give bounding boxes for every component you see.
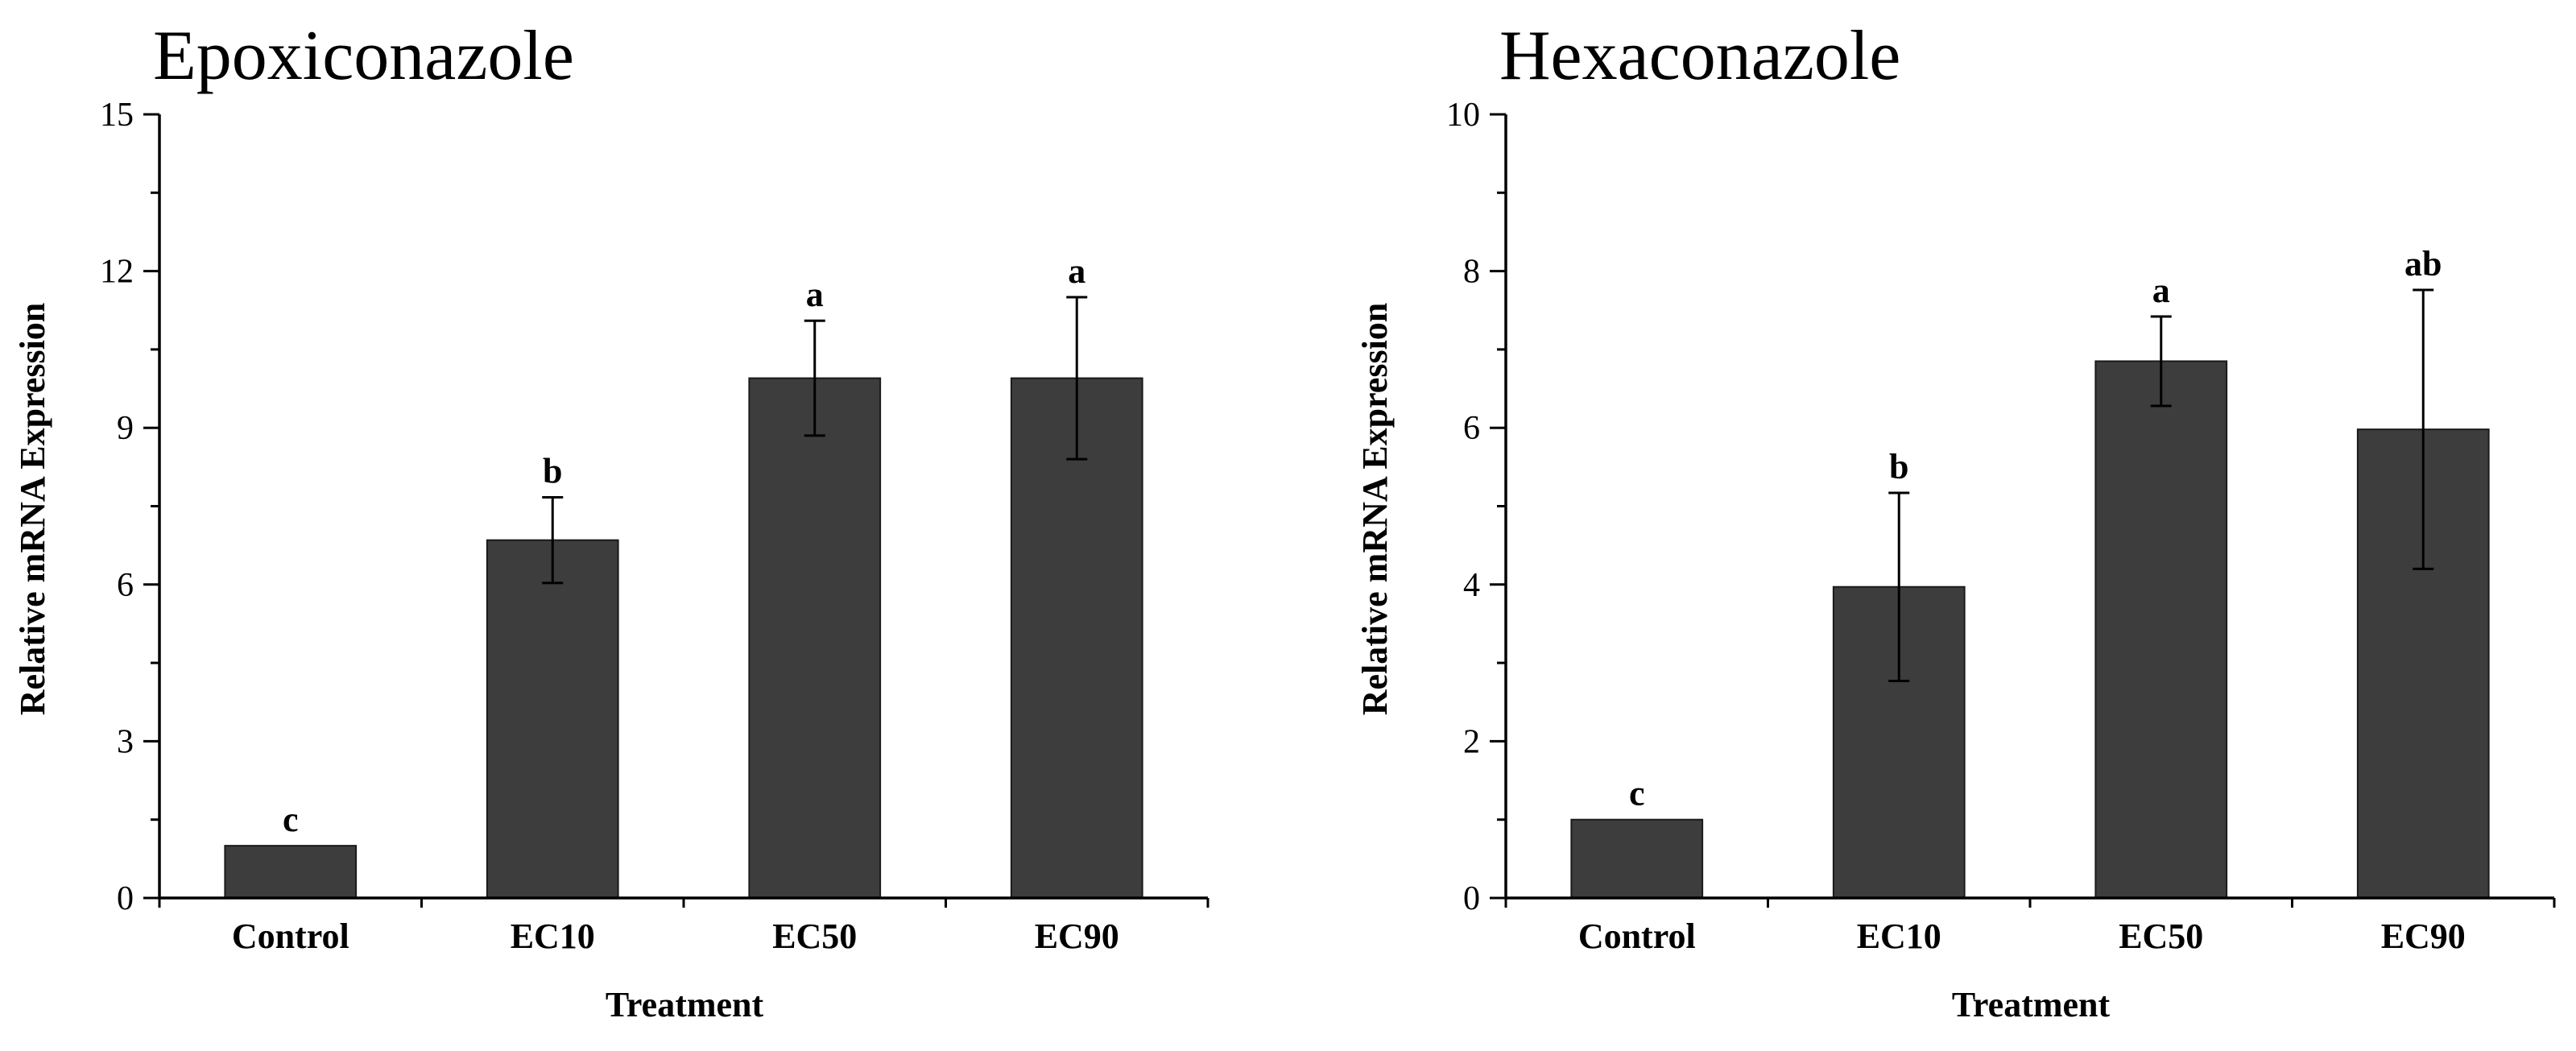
significance-label: c (1629, 774, 1645, 813)
y-tick-label: 9 (117, 410, 134, 447)
bar (224, 845, 358, 899)
x-tick-label: EC90 (1035, 917, 1119, 956)
chart-marks: 0 3 6 9 12 15 c Control b EC10 a EC50 a EC90 (100, 97, 1209, 956)
x-tick-label: EC10 (511, 917, 595, 956)
bar (486, 539, 619, 899)
x-tick-label: Control (232, 917, 349, 956)
chart-title: Epoxiconazole (153, 17, 574, 95)
significance-label: a (1068, 251, 1085, 291)
chart-hexaconazole: Hexaconazole Relative mRNA Expression Tr… (1355, 17, 2556, 1024)
significance-label: c (283, 800, 299, 839)
y-tick-label: 10 (1446, 97, 1480, 134)
bar (748, 377, 882, 899)
chart-marks: 0 2 4 6 8 10 c Control b EC10 a EC50 ab EC90 (1446, 97, 2556, 956)
x-axis-label: Treatment (606, 985, 764, 1024)
x-tick-label: EC90 (2381, 917, 2466, 956)
significance-label: b (1889, 447, 1908, 486)
y-tick-label: 15 (100, 97, 134, 134)
y-tick-label: 2 (1463, 723, 1480, 760)
y-tick-label: 0 (1463, 880, 1480, 917)
x-tick-label: EC10 (1857, 917, 1941, 956)
y-tick-label: 0 (117, 880, 134, 917)
significance-label: a (806, 275, 824, 314)
significance-label: b (543, 451, 562, 490)
y-tick-label: 12 (100, 254, 134, 291)
x-tick-label: EC50 (2119, 917, 2203, 956)
chart-epoxiconazole: Epoxiconazole Relative mRNA Expression T… (13, 17, 1209, 1024)
x-tick-label: Control (1578, 917, 1696, 956)
bar (2094, 360, 2228, 899)
y-tick-label: 3 (117, 723, 134, 760)
y-axis-label: Relative mRNA Expression (1355, 303, 1395, 716)
significance-label: a (2152, 271, 2170, 310)
y-axis-label: Relative mRNA Expression (13, 303, 52, 716)
y-tick-label: 4 (1463, 567, 1480, 604)
chart-title: Hexaconazole (1499, 17, 1900, 95)
bar (1570, 818, 1704, 900)
x-tick-label: EC50 (772, 917, 857, 956)
y-tick-label: 6 (117, 567, 134, 604)
significance-label: ab (2404, 244, 2442, 283)
y-tick-label: 6 (1463, 410, 1480, 447)
y-tick-label: 8 (1463, 254, 1480, 291)
x-axis-label: Treatment (1952, 985, 2111, 1024)
